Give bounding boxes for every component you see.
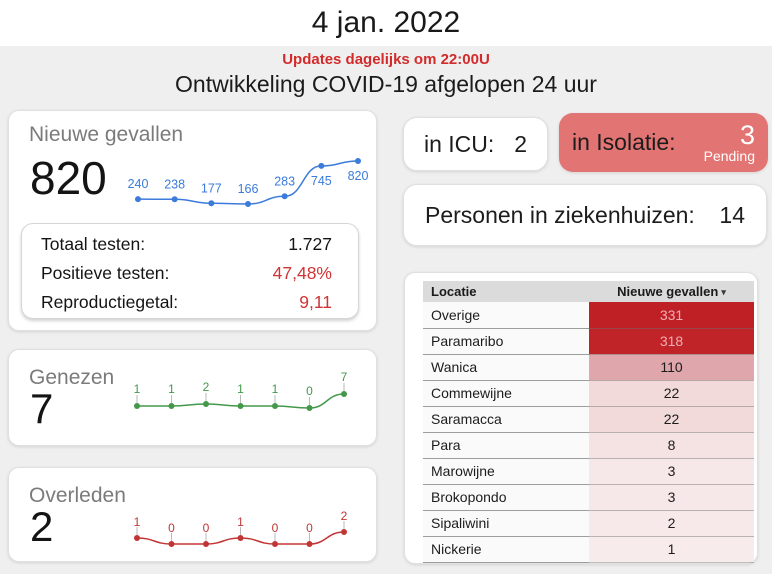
location-cell: Commewijne [423,380,589,407]
overleden-title: Overleden [29,484,126,507]
nieuwe-gevallen-sparkline: 240 238 177 166 283 745 820 [128,158,369,207]
stat-row-totaal-testen: Totaal testen: 1.727 [41,230,332,259]
svg-text:1: 1 [134,515,141,529]
svg-text:1: 1 [272,382,279,396]
svg-text:2: 2 [341,509,348,523]
value-cell: 110 [589,354,754,381]
nieuwe-gevallen-card: Nieuwe gevallen 820 240 238 177 166 283 745 82… [8,110,377,331]
table-row: Wanica 110 [423,354,754,381]
value-cell: 2 [589,510,754,537]
svg-text:7: 7 [341,370,348,384]
value-cell: 22 [589,380,754,407]
table-row: Paramaribo 318 [423,328,754,355]
svg-text:745: 745 [311,174,332,188]
svg-text:177: 177 [201,181,222,195]
header-locatie: Locatie [423,281,589,302]
value-cell: 8 [589,432,754,459]
overleden-card: Overleden 2 1 0 0 1 0 0 2 [8,467,377,562]
genezen-card: Genezen 7 1 1 2 1 1 0 7 [8,349,377,446]
totaal-testen-label: Totaal testen: [41,234,146,254]
page-subtitle: Ontwikkeling COVID-19 afgelopen 24 uur [175,71,597,97]
overleden-value: 2 [30,503,54,550]
svg-text:820: 820 [348,169,369,183]
location-cell: Paramaribo [423,328,589,355]
svg-text:0: 0 [306,384,313,398]
value-cell: 331 [589,302,754,329]
isolatie-pending-label: Pending [703,148,755,165]
table-row: Marowijne 3 [423,458,754,485]
location-cell: Saramacca [423,406,589,433]
location-table: Locatie Nieuwe gevallen ▾ Overige 331 Param… [423,281,754,563]
svg-text:283: 283 [274,174,295,188]
svg-text:238: 238 [164,177,185,191]
svg-text:0: 0 [203,521,210,535]
table-row: Brokopondo 3 [423,484,754,511]
ziekenhuizen-value: 14 [719,201,745,228]
isolatie-value-block: 3 Pending [704,121,755,164]
table-row: Para 8 [423,432,754,459]
icu-card: in ICU: 2 [403,117,548,171]
overleden-sparkline: 1 0 0 1 0 0 2 [134,509,348,547]
ziekenhuizen-card: Personen in ziekenhuizen: 14 [403,184,767,246]
isolatie-value: 3 [739,119,755,150]
svg-text:2: 2 [203,380,210,394]
genezen-sparkline: 1 1 2 1 1 0 7 [134,370,348,411]
reproductiegetal-label: Reproductiegetal: [41,292,179,312]
reproductiegetal-value: 9,11 [299,292,332,312]
location-cell: Overige [423,302,589,329]
svg-text:0: 0 [306,521,313,535]
svg-text:0: 0 [168,521,175,535]
date-title: 4 jan. 2022 [311,6,461,39]
svg-text:240: 240 [128,177,149,191]
svg-text:166: 166 [238,182,259,196]
totaal-testen-value: 1.727 [288,234,332,254]
icu-label: in ICU: [424,130,495,157]
value-cell: 22 [589,406,754,433]
table-row: Nickerie 1 [423,536,754,563]
page-header: 4 jan. 2022 [0,0,772,46]
table-row: Saramacca 22 [423,406,754,433]
nieuwe-gevallen-value: 820 [30,152,107,204]
svg-text:1: 1 [168,382,175,396]
nieuwe-gevallen-title: Nieuwe gevallen [29,123,184,146]
header-nieuwe-gevallen-label: Nieuwe gevallen [617,284,719,299]
positieve-testen-value: 47,48% [272,263,332,283]
location-cell: Para [423,432,589,459]
table-row: Sipaliwini 2 [423,510,754,537]
location-cell: Wanica [423,354,589,381]
svg-text:0: 0 [272,521,279,535]
table-row: Commewijne 22 [423,380,754,407]
svg-text:1: 1 [237,515,244,529]
value-cell: 3 [589,458,754,485]
location-cell: Marowijne [423,458,589,485]
isolatie-card: in Isolatie: 3 Pending [559,113,768,172]
value-cell: 3 [589,484,754,511]
sort-descending-icon[interactable]: ▾ [721,287,726,297]
positieve-testen-label: Positieve testen: [41,263,170,283]
value-cell: 1 [589,536,754,563]
update-notice: Updates dagelijks om 22:00U [282,51,490,68]
genezen-title: Genezen [29,366,115,389]
table-row: Overige 331 [423,302,754,329]
location-cell: Sipaliwini [423,510,589,537]
test-stats-card: Totaal testen: 1.727 Positieve testen: 4… [21,223,359,319]
location-cell: Nickerie [423,536,589,563]
svg-text:1: 1 [237,382,244,396]
table-header-row: Locatie Nieuwe gevallen ▾ [423,281,754,302]
location-cell: Brokopondo [423,484,589,511]
stat-row-reproductiegetal: Reproductiegetal: 9,11 [41,288,332,317]
icu-value: 2 [514,130,527,157]
location-table-card: Locatie Nieuwe gevallen ▾ Overige 331 Param… [404,272,758,564]
header-nieuwe-gevallen[interactable]: Nieuwe gevallen ▾ [589,281,754,302]
location-table-body: Overige 331 Paramaribo 318 Wanica 110 Commewij… [423,302,754,563]
svg-text:1: 1 [134,382,141,396]
ziekenhuizen-label: Personen in ziekenhuizen: [425,201,695,228]
isolatie-label: in Isolatie: [572,129,676,155]
stat-row-positieve-testen: Positieve testen: 47,48% [41,259,332,288]
genezen-value: 7 [30,385,54,432]
value-cell: 318 [589,328,754,355]
